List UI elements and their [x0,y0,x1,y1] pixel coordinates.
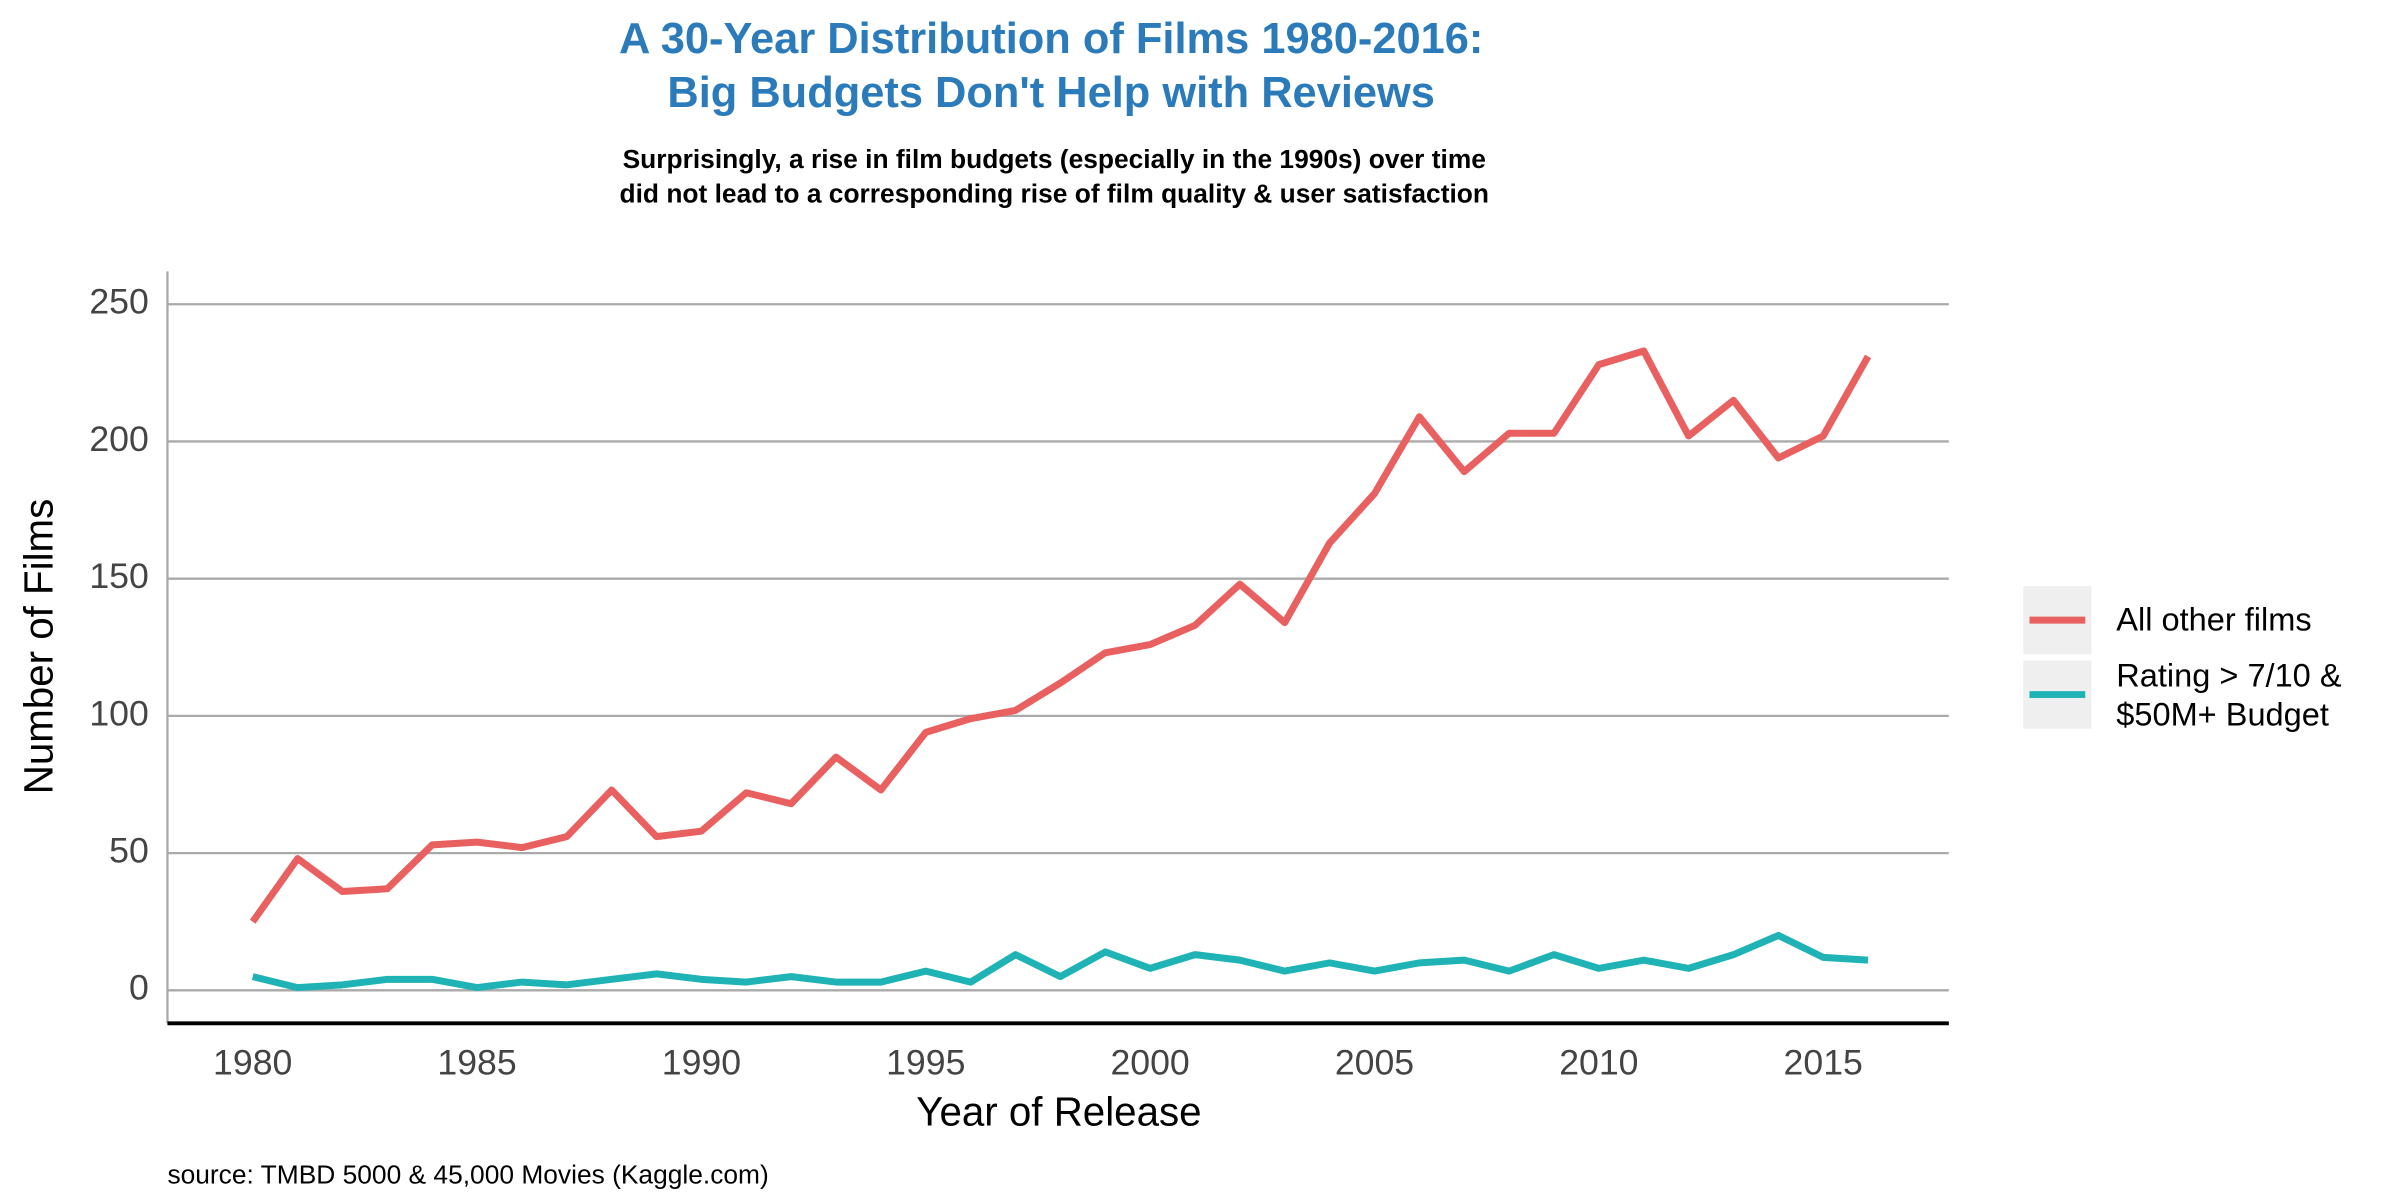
x-tick-label: 1990 [662,1043,741,1083]
x-tick-label: 2015 [1784,1043,1863,1083]
chart-title: A 30-Year Distribution of Films 1980-201… [619,15,1483,117]
y-axis-title: Number of Films [17,499,62,795]
x-tick-label: 1985 [437,1043,516,1083]
x-axis-title: Year of Release [916,1089,1201,1134]
y-tick-label: 250 [89,282,148,322]
series-line [249,347,1872,924]
y-tick-label: 200 [89,419,148,459]
y-tick-label: 50 [109,831,149,871]
x-tick-label: 2005 [1335,1043,1414,1083]
y-tick-label: 150 [89,556,148,596]
x-tick-label: 2010 [1559,1043,1638,1083]
legend-label: All other films [2116,601,2311,637]
x-tick-label: 1995 [886,1043,965,1083]
series-line [251,931,1869,992]
chart-subtitle: Surprisingly, a rise in film budgets (es… [620,144,1489,208]
legend-label: Rating > 7/10 & $50M+ Budget [2116,657,2342,732]
x-tick-label: 1980 [213,1043,292,1083]
y-tick-label: 0 [129,968,149,1008]
x-tick-label: 2000 [1110,1043,1189,1083]
caption: source: TMBD 5000 & 45,000 Movies (Kaggl… [167,1160,768,1190]
y-tick-label: 100 [89,693,148,733]
